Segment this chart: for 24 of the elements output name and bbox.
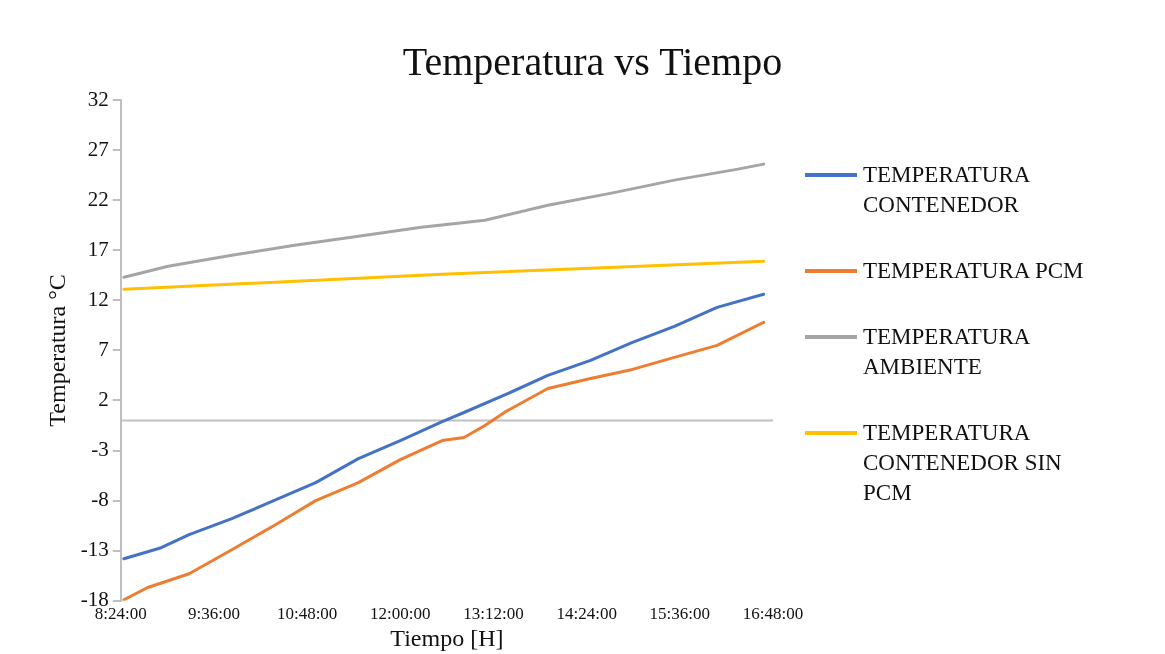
x-tick-label: 10:48:00 bbox=[276, 604, 338, 624]
x-tick-label: 12:00:00 bbox=[370, 604, 431, 624]
legend-label: TEMPERATURA CONTENEDOR SIN PCM bbox=[863, 419, 1063, 507]
y-tick-label: 27 bbox=[87, 136, 109, 161]
x-tick-label: 16:48:00 bbox=[742, 604, 804, 624]
x-tick-label: 13:12:00 bbox=[463, 604, 524, 624]
x-tick-label: 14:24:00 bbox=[556, 604, 617, 624]
legend-label: TEMPERATURA AMBIENTE bbox=[863, 323, 1031, 381]
y-tick-label: 7 bbox=[98, 336, 109, 361]
legend-label: TEMPERATURA PCM bbox=[863, 257, 1084, 285]
x-axis-title: Tiempo [H] bbox=[390, 624, 504, 651]
y-axis-title: Temperatura °C bbox=[43, 274, 70, 427]
y-tick-label: 22 bbox=[87, 186, 109, 211]
y-tick-label: 12 bbox=[87, 286, 109, 311]
y-tick-label: -3 bbox=[91, 437, 109, 462]
chart-title: Temperatura vs Tiempo bbox=[401, 38, 784, 85]
y-tick-label: 2 bbox=[98, 387, 109, 411]
y-tick-label: -13 bbox=[80, 537, 109, 562]
y-tick-label: -8 bbox=[91, 487, 109, 512]
y-tick-label: 17 bbox=[87, 236, 109, 261]
x-tick-label: 9:36:00 bbox=[187, 604, 240, 624]
legend-label: TEMPERATURA CONTENEDOR bbox=[863, 161, 1031, 219]
x-tick-label: 15:36:00 bbox=[649, 604, 711, 624]
y-tick-label: 32 bbox=[87, 86, 109, 111]
